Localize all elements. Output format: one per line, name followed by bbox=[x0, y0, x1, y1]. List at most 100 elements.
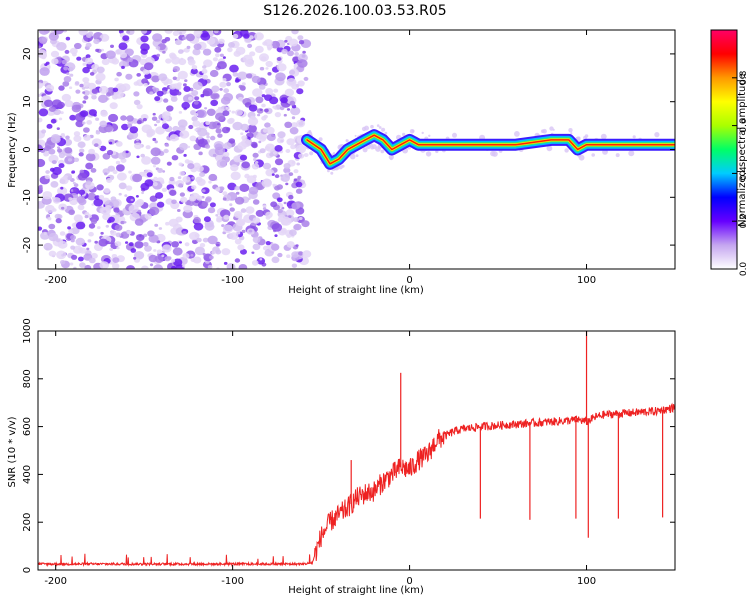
noise-blob bbox=[39, 30, 50, 35]
noise-blob bbox=[83, 90, 90, 96]
noise-blob bbox=[188, 195, 197, 202]
noise-blob bbox=[134, 241, 144, 249]
noise-blob bbox=[223, 142, 232, 150]
noise-blob bbox=[133, 81, 139, 86]
noise-blob bbox=[280, 97, 288, 104]
noise-blob bbox=[50, 118, 57, 124]
noise-blob bbox=[222, 56, 226, 59]
noise-blob bbox=[156, 53, 161, 57]
noise-blob bbox=[229, 203, 233, 207]
noise-blob bbox=[286, 138, 296, 146]
noise-blob bbox=[272, 183, 276, 187]
noise-blob bbox=[190, 258, 196, 262]
noise-blob bbox=[207, 235, 218, 245]
noise-blob bbox=[165, 58, 172, 64]
noise-blob bbox=[146, 172, 153, 178]
noise-blob bbox=[235, 109, 243, 116]
noise-blob bbox=[72, 188, 77, 192]
noise-blob bbox=[206, 135, 210, 139]
noise-blob bbox=[237, 71, 248, 80]
noise-blob bbox=[83, 81, 91, 88]
noise-blob bbox=[51, 58, 59, 65]
noise-blob bbox=[161, 187, 167, 192]
y-tick-label: 20 bbox=[22, 48, 33, 61]
noise-blob bbox=[161, 254, 165, 258]
noise-blob bbox=[234, 186, 240, 191]
noise-blob bbox=[237, 142, 247, 150]
noise-blob bbox=[52, 208, 57, 212]
noise-blob bbox=[143, 82, 148, 87]
noise-blob bbox=[221, 126, 230, 134]
noise-blob bbox=[128, 204, 139, 214]
noise-blob bbox=[128, 242, 134, 247]
noise-blob bbox=[163, 98, 169, 103]
noise-blob bbox=[293, 178, 298, 182]
noise-blob bbox=[251, 75, 261, 84]
noise-blob bbox=[103, 124, 114, 133]
noise-blob bbox=[252, 217, 261, 224]
noise-blob bbox=[212, 153, 217, 157]
noise-blob bbox=[175, 85, 181, 90]
noise-blob bbox=[102, 168, 110, 175]
noise-blob bbox=[162, 170, 166, 173]
noise-blob bbox=[221, 248, 231, 256]
noise-blob bbox=[136, 155, 140, 159]
noise-blob bbox=[196, 165, 204, 172]
noise-blob bbox=[291, 251, 300, 258]
band-halo-dot bbox=[654, 132, 660, 138]
noise-blob bbox=[179, 241, 182, 244]
noise-blob bbox=[252, 243, 261, 251]
noise-blob bbox=[118, 182, 127, 190]
noise-blob bbox=[177, 70, 188, 80]
noise-blob bbox=[115, 212, 119, 216]
noise-blob bbox=[127, 57, 134, 63]
noise-blob bbox=[290, 122, 298, 129]
noise-blob bbox=[144, 62, 154, 71]
noise-blob bbox=[109, 102, 118, 110]
noise-blob bbox=[146, 132, 153, 138]
noise-blob bbox=[232, 121, 243, 131]
noise-blob bbox=[264, 94, 273, 101]
noise-blob bbox=[83, 95, 89, 100]
noise-blob bbox=[166, 161, 172, 166]
noise-blob bbox=[204, 197, 211, 203]
noise-blob bbox=[141, 191, 145, 195]
noise-blob bbox=[227, 47, 233, 53]
noise-blob bbox=[164, 37, 171, 42]
noise-blob bbox=[286, 108, 291, 111]
band-halo-dot bbox=[354, 134, 357, 137]
noise-blob bbox=[219, 53, 224, 57]
noise-blob bbox=[60, 111, 64, 115]
noise-blob bbox=[252, 174, 257, 179]
noise-blob bbox=[82, 91, 86, 94]
noise-blob bbox=[214, 46, 222, 53]
noise-blob bbox=[237, 220, 245, 227]
noise-blob bbox=[106, 92, 112, 97]
noise-blob bbox=[230, 164, 239, 172]
noise-blob bbox=[149, 91, 154, 95]
noise-blob bbox=[56, 42, 67, 51]
noise-blob bbox=[38, 82, 43, 89]
snr-frame bbox=[37, 330, 676, 571]
noise-blob bbox=[290, 106, 301, 116]
noise-blob bbox=[114, 241, 122, 247]
noise-blob bbox=[200, 32, 211, 41]
noise-blob bbox=[52, 197, 61, 204]
noise-blob bbox=[141, 124, 152, 133]
noise-blob bbox=[293, 223, 302, 231]
noise-blob bbox=[264, 122, 271, 128]
colorbar-label: Normalized spectral amplitude bbox=[737, 73, 748, 227]
noise-blob bbox=[214, 146, 226, 156]
noise-blob bbox=[48, 250, 57, 257]
noise-blob bbox=[188, 124, 194, 130]
noise-blob bbox=[251, 251, 255, 254]
y-tick-label: -10 bbox=[22, 189, 33, 205]
noise-blob bbox=[140, 35, 149, 43]
noise-blob bbox=[287, 50, 294, 57]
noise-blob bbox=[183, 83, 187, 87]
noise-blob bbox=[239, 183, 250, 192]
noise-blob bbox=[169, 83, 177, 90]
snr-panel: -200 -100 0 100 0 200 400 600 800 1000 Height of… bbox=[7, 318, 676, 596]
noise-blob bbox=[199, 172, 206, 177]
